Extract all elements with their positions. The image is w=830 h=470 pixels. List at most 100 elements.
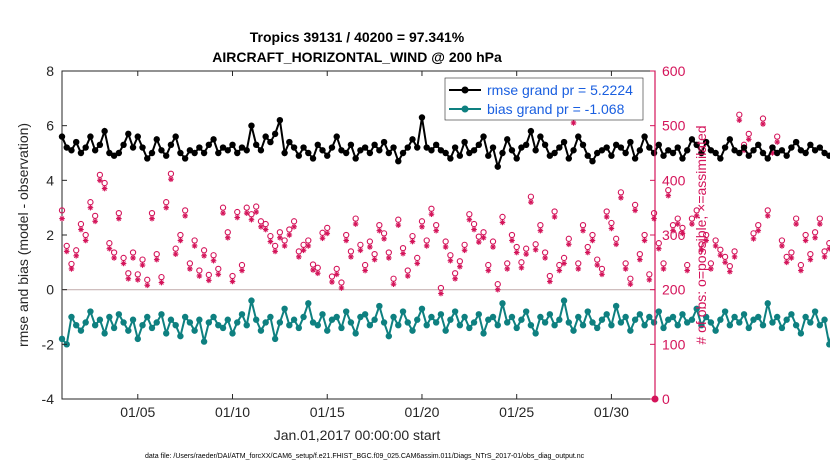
- obs-possible-point: [238, 261, 246, 269]
- bias-point: [409, 327, 416, 334]
- y-right-tick-label: 600: [662, 63, 686, 79]
- obs-assimilated-point: [338, 285, 345, 291]
- rmse-point: [82, 144, 89, 151]
- obs-possible-point: [352, 215, 359, 222]
- rmse-point: [641, 133, 648, 140]
- bias-point: [721, 308, 729, 315]
- rmse-point: [575, 133, 582, 140]
- obs-possible-point: [248, 211, 255, 218]
- obs-possible-point: [778, 237, 786, 244]
- obs-assimilated-point: [239, 267, 245, 274]
- obs-assimilated-point: [376, 227, 383, 234]
- obs-possible-point: [451, 270, 459, 277]
- obs-assimilated-point: [168, 176, 174, 183]
- obs-assimilated-point: [565, 241, 572, 248]
- rmse-point: [357, 147, 364, 154]
- obs-assimilated-point: [125, 275, 132, 282]
- y-left-tick-label: -2: [42, 336, 55, 352]
- obs-possible-point: [636, 250, 643, 258]
- bias-point: [82, 319, 89, 326]
- obs-assimilated-point: [215, 271, 222, 278]
- obs-assimilated-point: [68, 266, 75, 272]
- obs-assimilated-point: [116, 215, 122, 222]
- obs-possible-point: [826, 240, 830, 247]
- bias-point: [532, 330, 539, 337]
- obs-assimilated-point: [589, 237, 596, 244]
- rmse-point: [608, 152, 615, 159]
- bias-point: [764, 300, 771, 307]
- bias-point: [698, 322, 705, 329]
- obs-assimilated-point: [182, 213, 188, 219]
- rmse-point: [295, 152, 303, 159]
- bias-point: [186, 319, 194, 326]
- obs-assimilated-point: [727, 268, 733, 275]
- obs-possible-point: [200, 247, 208, 254]
- rmse-point: [636, 147, 644, 154]
- obs-assimilated-point: [433, 227, 439, 234]
- rmse-point: [395, 158, 402, 165]
- obs-possible-point: [518, 259, 525, 266]
- bias-point: [324, 327, 331, 334]
- rmse-point: [461, 138, 468, 146]
- obs-assimilated-point: [646, 277, 653, 283]
- obs-assimilated-point: [423, 243, 430, 249]
- rmse-point: [778, 147, 786, 154]
- obs-possible-point: [314, 264, 321, 271]
- obs-possible-point: [328, 273, 336, 280]
- legend-bias-label: bias grand pr = -1.068: [487, 101, 625, 117]
- bias-point: [589, 319, 596, 326]
- rmse-point: [139, 144, 146, 151]
- obs-possible-point: [802, 231, 809, 239]
- rmse-point: [96, 141, 104, 148]
- obs-possible-point: [565, 235, 572, 242]
- rmse-point: [546, 152, 554, 159]
- rmse-point: [627, 138, 634, 146]
- bias-point: [73, 322, 80, 329]
- rmse-point: [163, 152, 170, 159]
- obs-possible-point: [811, 229, 819, 236]
- bias-point: [300, 313, 307, 321]
- chart-title-line1: Tropics 39131 / 40200 = 97.341%: [250, 29, 465, 45]
- obs-assimilated-point: [357, 247, 364, 254]
- bias-point: [470, 319, 478, 326]
- obs-assimilated-point: [693, 213, 700, 219]
- obs-assimilated-point: [452, 275, 458, 282]
- rmse-point: [764, 155, 771, 162]
- rmse-point: [319, 147, 326, 154]
- legend-rmse-label: rmse grand pr = 5.2224: [487, 82, 633, 98]
- obs-possible-point: [717, 246, 724, 253]
- rmse-point: [91, 147, 99, 154]
- obs-assimilated-point: [404, 273, 411, 279]
- obs-assimilated-point: [277, 234, 283, 241]
- obs-possible-point: [338, 279, 345, 286]
- obs-assimilated-point: [196, 273, 203, 279]
- obs-assimilated-point: [575, 266, 582, 272]
- obs-assimilated-point: [253, 209, 259, 215]
- rmse-point: [267, 138, 274, 146]
- obs-possible-point: [584, 243, 591, 251]
- obs-assimilated-point: [97, 177, 103, 184]
- obs-possible-point: [300, 241, 307, 248]
- bias-point: [669, 313, 677, 321]
- rmse-point: [120, 141, 127, 148]
- bias-point: [423, 322, 430, 329]
- obs-possible-point: [721, 253, 729, 261]
- obs-possible-point: [499, 213, 506, 221]
- obs-assimilated-point: [802, 237, 809, 244]
- bias-point: [736, 319, 743, 326]
- rmse-point: [759, 149, 767, 157]
- y-left-tick-label: 8: [46, 63, 54, 79]
- obs-assimilated-point: [760, 121, 766, 127]
- bias-point: [342, 308, 350, 315]
- bias-point: [144, 313, 151, 321]
- bias-point: [518, 316, 525, 323]
- rmse-point: [243, 147, 250, 154]
- rmse-point: [437, 147, 445, 154]
- bias-point: [826, 341, 830, 348]
- obs-possible-point: [480, 229, 487, 236]
- rmse-point: [205, 141, 213, 148]
- rmse-point: [252, 141, 260, 148]
- obs-assimilated-point: [314, 270, 321, 277]
- obs-possible-point: [461, 241, 468, 248]
- bias-point: [319, 311, 326, 318]
